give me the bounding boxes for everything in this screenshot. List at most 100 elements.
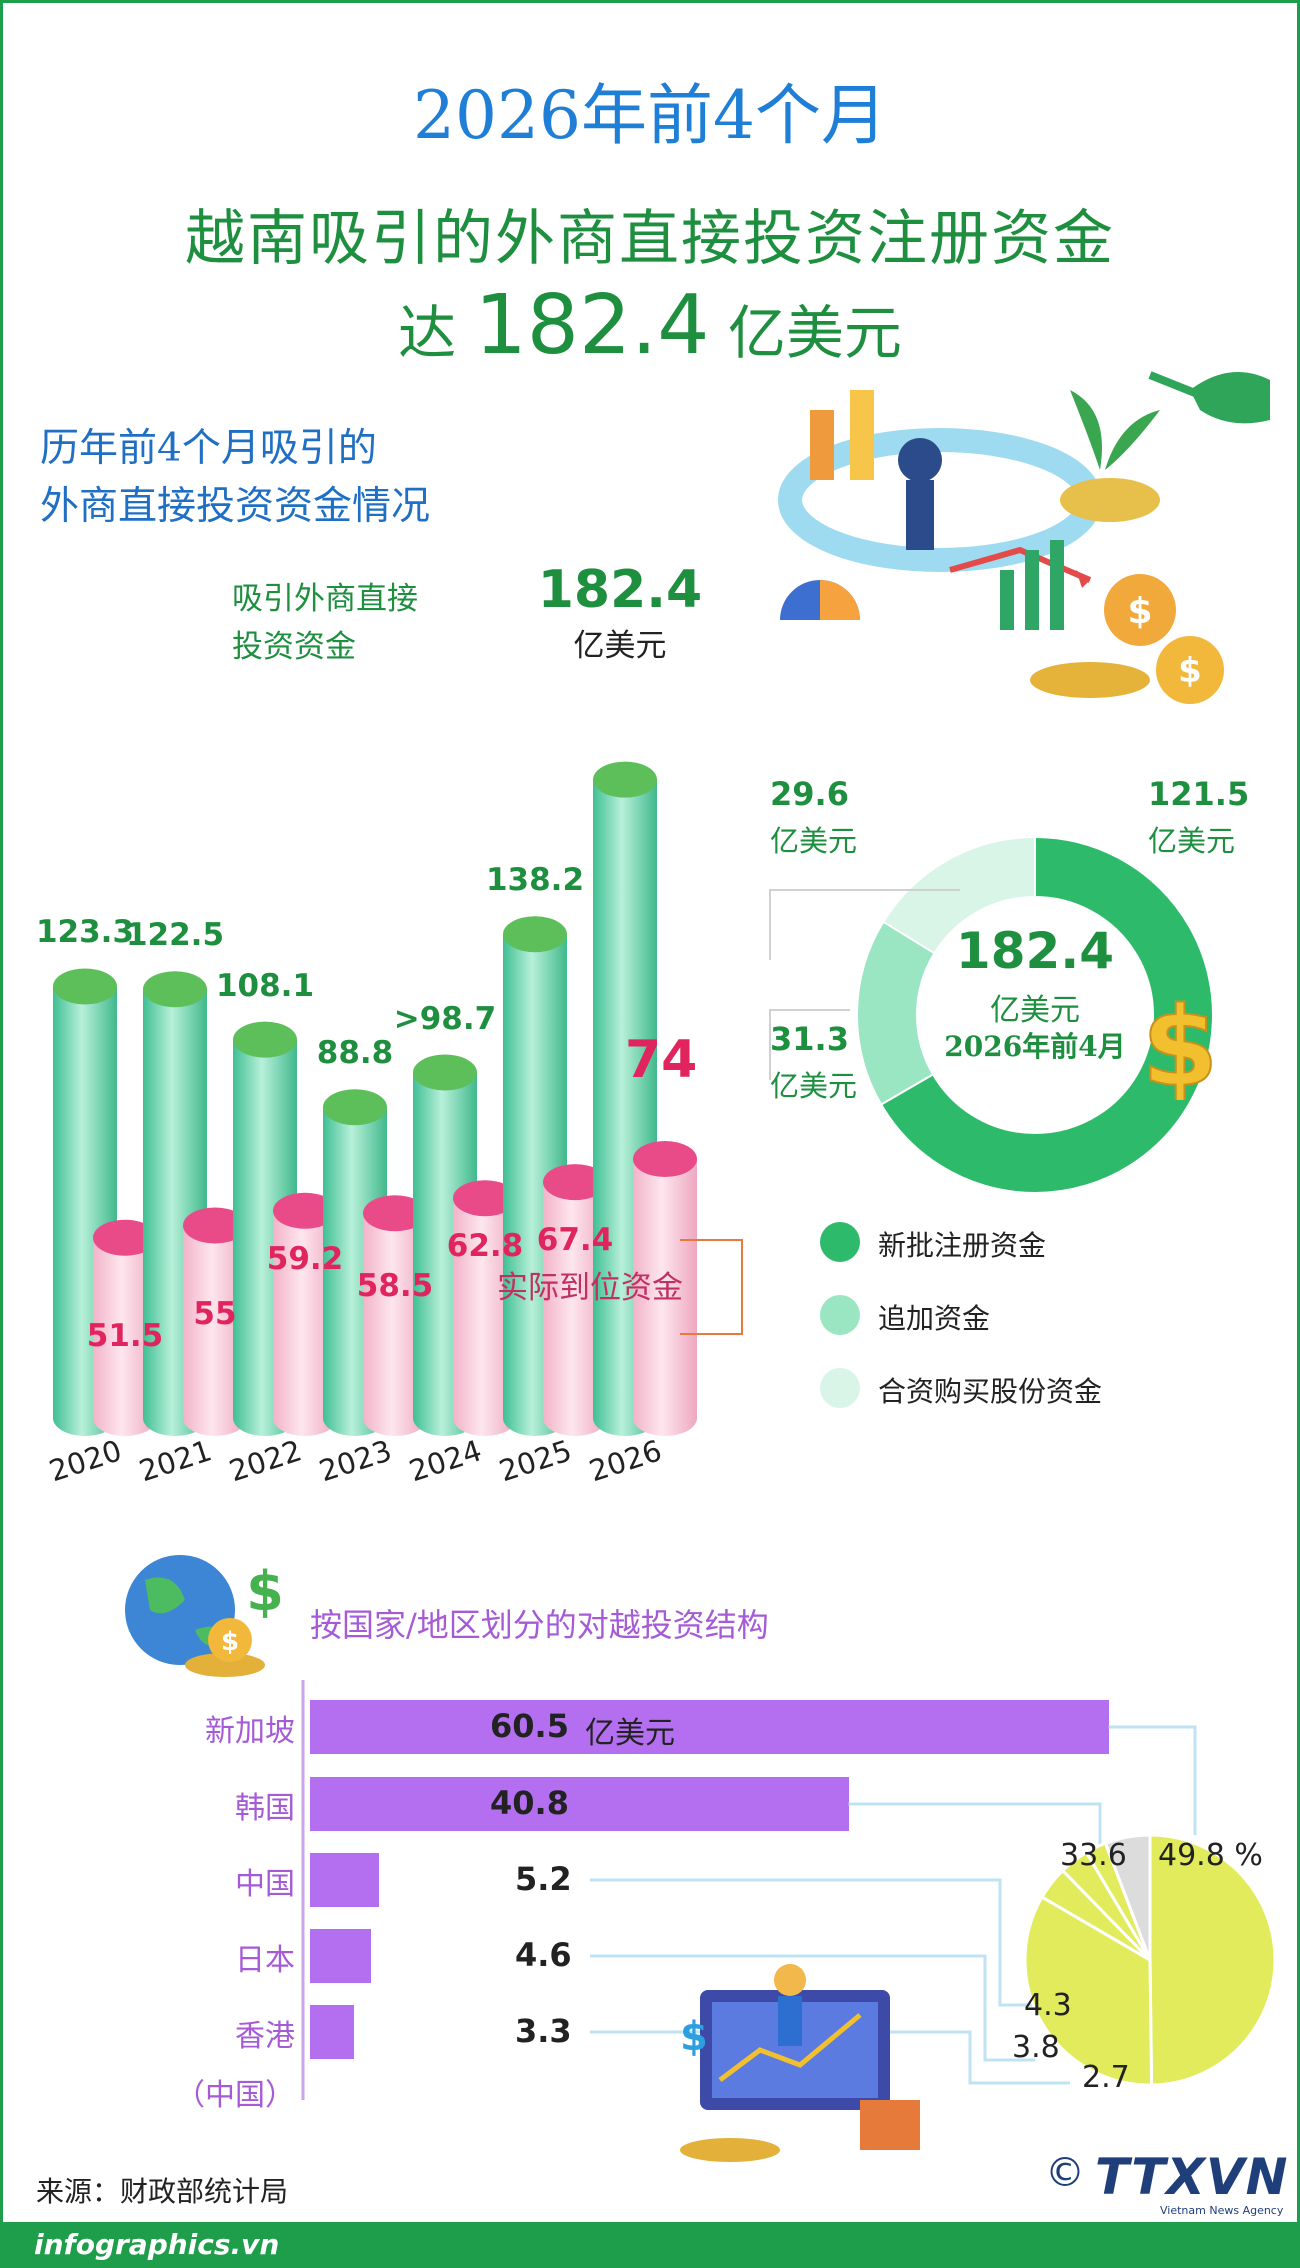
- copyright-symbol: ©: [1045, 2150, 1085, 2196]
- actual-value-2020: 51.5: [86, 1317, 164, 1354]
- ttxvn-logo: TTXVN: [1095, 2148, 1289, 2206]
- country-bar-4: [310, 1929, 371, 1983]
- donut-value-2: 31.3: [770, 1020, 849, 1058]
- country-label-5: 香港: [235, 2019, 295, 2054]
- donut-leader-lines: [769, 889, 960, 1080]
- fdi-value-2022: 108.1: [215, 967, 315, 1004]
- fdi-value-2023: 88.8: [316, 1035, 394, 1072]
- country-label-2: 韩国: [235, 1791, 295, 1826]
- donut-center-unit: 亿美元: [990, 993, 1080, 1028]
- fdi-value-2020: 123.3: [35, 914, 135, 951]
- donut-center-value: 182.4: [955, 922, 1115, 980]
- share-label-1: 49.8 %: [1158, 1838, 1263, 1873]
- business-illustration: $: [680, 1964, 920, 2162]
- leader-line-4: [590, 1954, 1035, 2062]
- country-value-1: 60.5: [490, 1707, 569, 1745]
- actual-bar-2024: [453, 1180, 517, 1436]
- actual-bracket: [680, 1239, 743, 1335]
- source-note: 来源：财政部统计局: [36, 2175, 289, 2208]
- share-slice-1: [1148, 1833, 1277, 2087]
- svg-text:$: $: [1127, 591, 1152, 632]
- actual-bar-2022: [273, 1192, 337, 1436]
- share-label-5: 2.7: [1082, 2060, 1130, 2095]
- title-period: 2026年前4个月: [413, 77, 887, 154]
- svg-text:$: $: [680, 2014, 708, 2060]
- country-label-1: 新加坡: [205, 1714, 295, 1749]
- legend-swatch-2: [820, 1295, 860, 1335]
- country-section-title: 按国家/地区划分的对越投资结构: [310, 1606, 769, 1644]
- fdi-series-label-line1: 吸引外商直接: [232, 581, 418, 617]
- leader-line-2: [848, 1802, 1102, 1850]
- country-chart-axis: [301, 1680, 305, 2100]
- actual-value-2021: 55: [193, 1295, 237, 1332]
- title-total-prefix: 达: [398, 299, 457, 367]
- country-value-4: 4.6: [515, 1936, 572, 1974]
- svg-text:$: $: [1178, 651, 1202, 691]
- svg-text:$: $: [221, 1627, 239, 1657]
- country-value-3: 5.2: [515, 1860, 572, 1898]
- title-main: 越南吸引的外商直接投资注册资金: [185, 204, 1115, 274]
- legend-label-3: 合资购买股份资金: [878, 1375, 1103, 1408]
- actual-value-2025: 67.4: [536, 1222, 614, 1259]
- legend-swatch-1: [820, 1222, 860, 1262]
- actual-bar-2023: [363, 1195, 427, 1436]
- actual-bar-2020: [93, 1219, 157, 1436]
- actual-funds-label: 实际到位资金: [497, 1270, 683, 1306]
- country-bar-2: [310, 1777, 849, 1831]
- donut-center-caption: 2026年前4月: [944, 1030, 1126, 1063]
- fdi-series-label: 吸引外商直接 投资资金: [232, 575, 418, 671]
- fdi-2026-actual-value: 74: [625, 1030, 698, 1090]
- donut-unit-2: 亿美元: [770, 1069, 858, 1103]
- fdi-value-2024: >98.7: [393, 1000, 497, 1037]
- fdi-series-label-line2: 投资资金: [232, 629, 356, 665]
- fdi-value-2021: 122.5: [125, 917, 225, 954]
- country-label-4: 日本: [235, 1943, 295, 1978]
- fdi-section-title-line2: 外商直接投资资金情况: [40, 484, 431, 529]
- leader-line-3: [590, 1878, 1040, 2007]
- country-share-pie: [1023, 1833, 1277, 2087]
- site-link[interactable]: infographics.vn: [34, 2228, 280, 2261]
- country-label-3: 中国: [235, 1867, 295, 1902]
- actual-value-2024: 62.8: [446, 1228, 524, 1265]
- donut-value-3: 29.6: [770, 775, 849, 813]
- country-bar-1: [310, 1700, 1109, 1754]
- actual-bar-2026: [633, 1141, 697, 1436]
- globe-coins-icon: $ $: [125, 1555, 284, 1677]
- country-bar-3: [310, 1853, 379, 1907]
- donut-slice-1: [879, 835, 1214, 1194]
- share-label-4: 3.8: [1012, 2030, 1060, 2065]
- country-value-2: 40.8: [490, 1784, 569, 1822]
- investment-illustration: $ $: [778, 371, 1270, 704]
- leader-line-1: [1108, 1725, 1197, 1835]
- country-value-5: 3.3: [515, 2012, 572, 2050]
- actual-value-2022: 59.2: [266, 1240, 344, 1277]
- ttxvn-logo-subtitle: Vietnam News Agency: [1160, 2204, 1284, 2217]
- actual-value-2023: 58.5: [356, 1268, 434, 1305]
- footer-band: [0, 2222, 1300, 2268]
- share-label-3: 4.3: [1024, 1988, 1072, 2023]
- title-total: 达 182.4 亿美元: [0, 278, 1300, 373]
- country-note: （中国）: [175, 2078, 295, 2113]
- fdi-section-title: 历年前4个月吸引的 外商直接投资资金情况: [40, 420, 430, 536]
- donut-unit-3: 亿美元: [770, 824, 858, 858]
- svg-text:$: $: [1142, 990, 1219, 1100]
- donut-unit-1: 亿美元: [1148, 824, 1236, 858]
- country-value-unit: 亿美元: [585, 1716, 675, 1751]
- capital-donut-chart: [856, 835, 1214, 1194]
- fdi-section-title-line1: 历年前4个月吸引的: [40, 426, 377, 471]
- legend-label-2: 追加资金: [878, 1302, 991, 1335]
- donut-value-1: 121.5: [1148, 775, 1250, 813]
- fdi-peak-unit: 亿美元: [573, 628, 667, 664]
- donut-slice-3: [881, 835, 1036, 955]
- svg-text:$: $: [246, 1560, 284, 1623]
- legend-swatch-3: [820, 1368, 860, 1408]
- title-total-unit: 亿美元: [727, 299, 902, 367]
- legend-label-1: 新批注册资金: [878, 1229, 1047, 1262]
- fdi-value-2025: 138.2: [485, 862, 585, 899]
- share-label-2: 33.6: [1060, 1838, 1127, 1873]
- dollar-sign-icon: $: [1141, 990, 1220, 1100]
- fdi-peak-value: 182.4: [537, 560, 703, 620]
- fdi-cylinder-chart: [53, 761, 697, 1436]
